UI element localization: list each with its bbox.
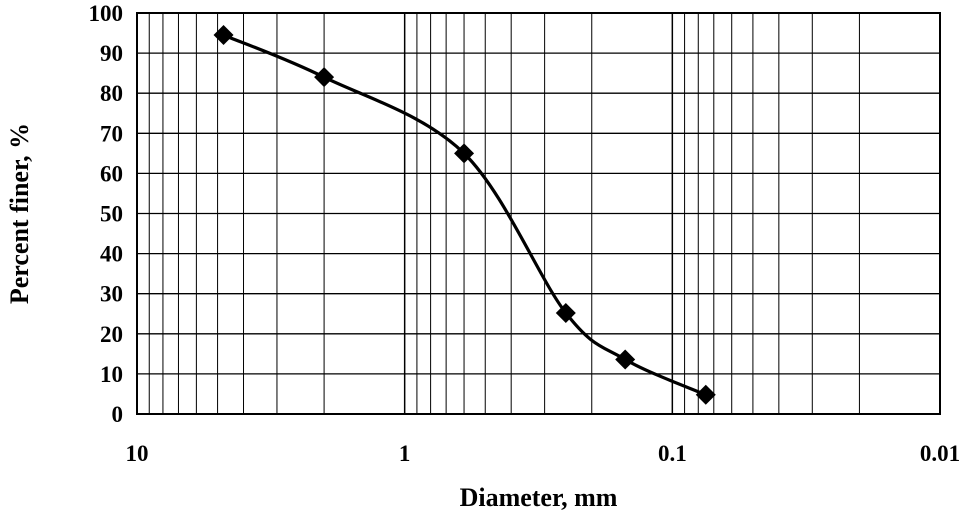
data-point-marker — [454, 143, 475, 164]
y-tick-label: 30 — [100, 282, 123, 307]
x-tick-label: 1 — [399, 441, 411, 466]
y-tick-label: 70 — [100, 121, 123, 146]
plot-frame — [136, 12, 941, 415]
y-tick-label: 90 — [100, 41, 123, 66]
gradation-curve — [222, 33, 707, 397]
y-axis-title: Percent finer, % — [5, 123, 34, 304]
x-tick-labels: 10 1 0.1 0.01 — [126, 441, 961, 466]
x-tick-label: 0.01 — [920, 441, 960, 466]
y-tick-label: 80 — [100, 81, 123, 106]
y-tick-label: 0 — [112, 402, 124, 427]
data-point-marker — [695, 384, 716, 405]
y-tick-label: 60 — [100, 161, 123, 186]
x-tick-label: 10 — [126, 441, 149, 466]
x-axis-title: Diameter, mm — [460, 483, 618, 512]
y-tick-label: 20 — [100, 322, 123, 347]
y-tick-label: 40 — [100, 242, 123, 267]
y-tick-label: 100 — [89, 1, 124, 26]
y-tick-label: 10 — [100, 362, 123, 387]
data-point-marker — [555, 302, 576, 323]
data-markers — [213, 25, 716, 405]
data-point-marker — [213, 25, 234, 46]
y-tick-label: 50 — [100, 202, 123, 227]
grid-lines — [137, 12, 941, 415]
x-tick-label: 0.1 — [658, 441, 687, 466]
y-tick-labels: 0 10 20 30 40 50 60 70 80 90 100 — [89, 1, 124, 427]
data-point-marker — [615, 349, 636, 370]
data-point-marker — [314, 67, 335, 88]
